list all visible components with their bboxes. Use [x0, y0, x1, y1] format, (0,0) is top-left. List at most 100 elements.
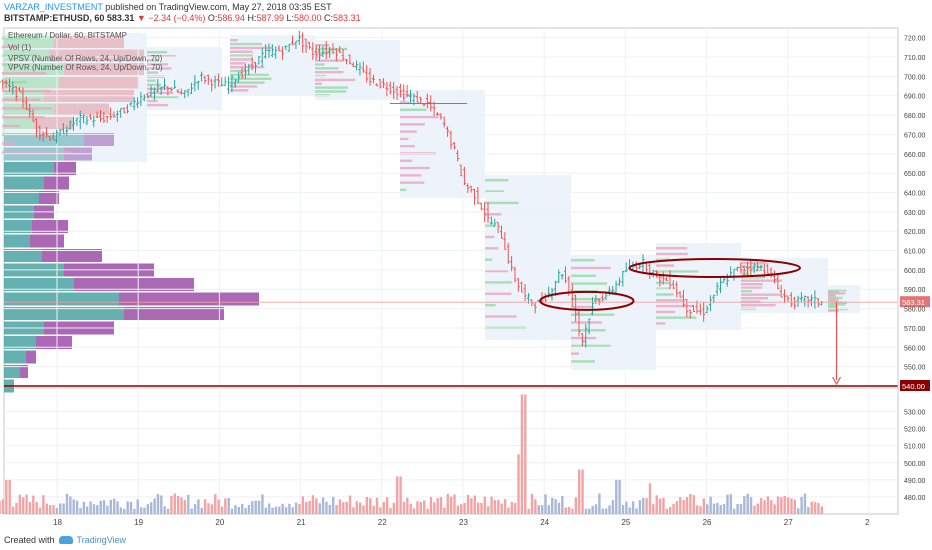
volume-bar [453, 494, 456, 514]
volume-bar [456, 505, 460, 514]
session-profile-row [230, 54, 253, 57]
time-tick-label: 26 [703, 518, 712, 527]
volume-bar [773, 504, 776, 514]
volume-bar [436, 498, 439, 514]
vp-down-row [84, 133, 114, 146]
volume-bar [69, 496, 72, 514]
volume-bar [756, 503, 759, 514]
tradingview-logo-icon [58, 536, 73, 544]
session-profile-row [400, 137, 409, 141]
session-profile-row [571, 266, 611, 270]
vp-up-row [4, 336, 36, 349]
volume-bar [18, 494, 22, 514]
session-profile-row [828, 290, 840, 293]
volume-bar [288, 503, 291, 514]
session-profile-row [147, 99, 158, 103]
volume-bar [790, 498, 793, 514]
session-profile-row [400, 108, 427, 111]
volume-bar [328, 505, 332, 514]
current-price-tag-label: 583.31 [902, 298, 925, 307]
session-profile-row [400, 159, 413, 162]
session-profile-row [485, 303, 496, 307]
volume-bar [35, 502, 38, 514]
volume-bar [716, 502, 719, 514]
volume-bar [540, 505, 544, 514]
volume-bar [72, 499, 75, 514]
price-tick-label: 710.00 [904, 55, 926, 62]
session-profile-row [315, 82, 322, 85]
volume-bar [150, 502, 153, 514]
volume-bar [642, 498, 645, 514]
volume-bar [48, 505, 52, 514]
session-profile-row [2, 37, 40, 40]
price-tick-label: 690.00 [904, 94, 926, 101]
vp-up-row [4, 365, 20, 378]
volume-bar [662, 498, 665, 514]
volume-bar [588, 508, 591, 514]
vp-up-row [4, 350, 26, 364]
session-profile-row [656, 304, 694, 308]
price-tick-label: 720.00 [904, 36, 926, 43]
price-tick-label: 560.00 [904, 345, 926, 352]
volume-bar [618, 479, 621, 514]
session-profile-row [828, 298, 838, 301]
vp-up-row [4, 220, 32, 233]
session-profile-row [2, 72, 47, 75]
volume-bar [615, 479, 618, 514]
session-profile-row [230, 85, 258, 88]
annotations: 583.31 540.00 [4, 102, 930, 391]
price-tick-label: 600.00 [904, 268, 926, 275]
volume-bar [335, 504, 338, 514]
session-profile-row [400, 181, 425, 184]
vp-down-row [26, 350, 36, 364]
session-profile-row [828, 306, 836, 309]
volume-bar [264, 507, 268, 514]
session-profile-row [315, 67, 339, 70]
legend-volume[interactable]: Vol (1) [8, 43, 32, 52]
volume-bar [392, 502, 396, 514]
legend-symbol[interactable]: Ethereum / Dollar, 60, BITSTAMP [8, 31, 128, 40]
volume-bar [439, 497, 443, 514]
volume-bar [594, 504, 598, 514]
author-link[interactable]: VARZAR_INVESTMENT [4, 2, 103, 12]
session-profile-row [571, 336, 597, 340]
volume-bar [301, 496, 305, 514]
session-profile-row [230, 62, 247, 65]
session-profile-row [147, 67, 172, 70]
volume-bar [463, 502, 466, 514]
volume-bar [449, 496, 453, 514]
volume-bar [551, 497, 554, 514]
target-price-tag-label: 540.00 [902, 382, 925, 391]
legend-vpsv[interactable]: VPSV (Number Of Rows, 24, Up/Down, 70) [8, 54, 163, 63]
vp-up-row [4, 133, 84, 146]
volume-bar [493, 500, 497, 514]
session-profile-row [230, 69, 247, 73]
vpsv-down-row [49, 49, 144, 62]
tradingview-brand[interactable]: TradingView [76, 535, 127, 545]
low-value: 580.00 [294, 13, 322, 23]
volume-bar [325, 501, 328, 514]
legend-vpvr[interactable]: VPVR (Number Of Rows, 24, Up/Down, 70) [8, 63, 163, 72]
volume-bar [719, 505, 722, 514]
volume-bar [352, 507, 355, 514]
target-price-tag [900, 380, 930, 391]
volume-bar [318, 503, 321, 514]
volume-bar [534, 499, 537, 514]
volume-bar [331, 496, 335, 514]
session-profile-row [571, 321, 602, 324]
session-profile-row [485, 247, 499, 250]
vpsv-up-row [4, 76, 59, 89]
volume-bar [628, 507, 631, 514]
volume-bar [739, 504, 743, 514]
vp-down-row [32, 220, 68, 233]
volume-bar [79, 508, 82, 514]
volume-bar [21, 497, 25, 514]
volume-bar [311, 495, 315, 514]
volume-bar [52, 505, 55, 514]
volume-tick-label: 490.00 [904, 478, 926, 485]
volume-bar [574, 497, 578, 514]
symbol-name: BITSTAMP:ETHUSD, 60 [4, 13, 105, 23]
session-profile-row [2, 124, 20, 128]
volume-bar [207, 503, 210, 514]
